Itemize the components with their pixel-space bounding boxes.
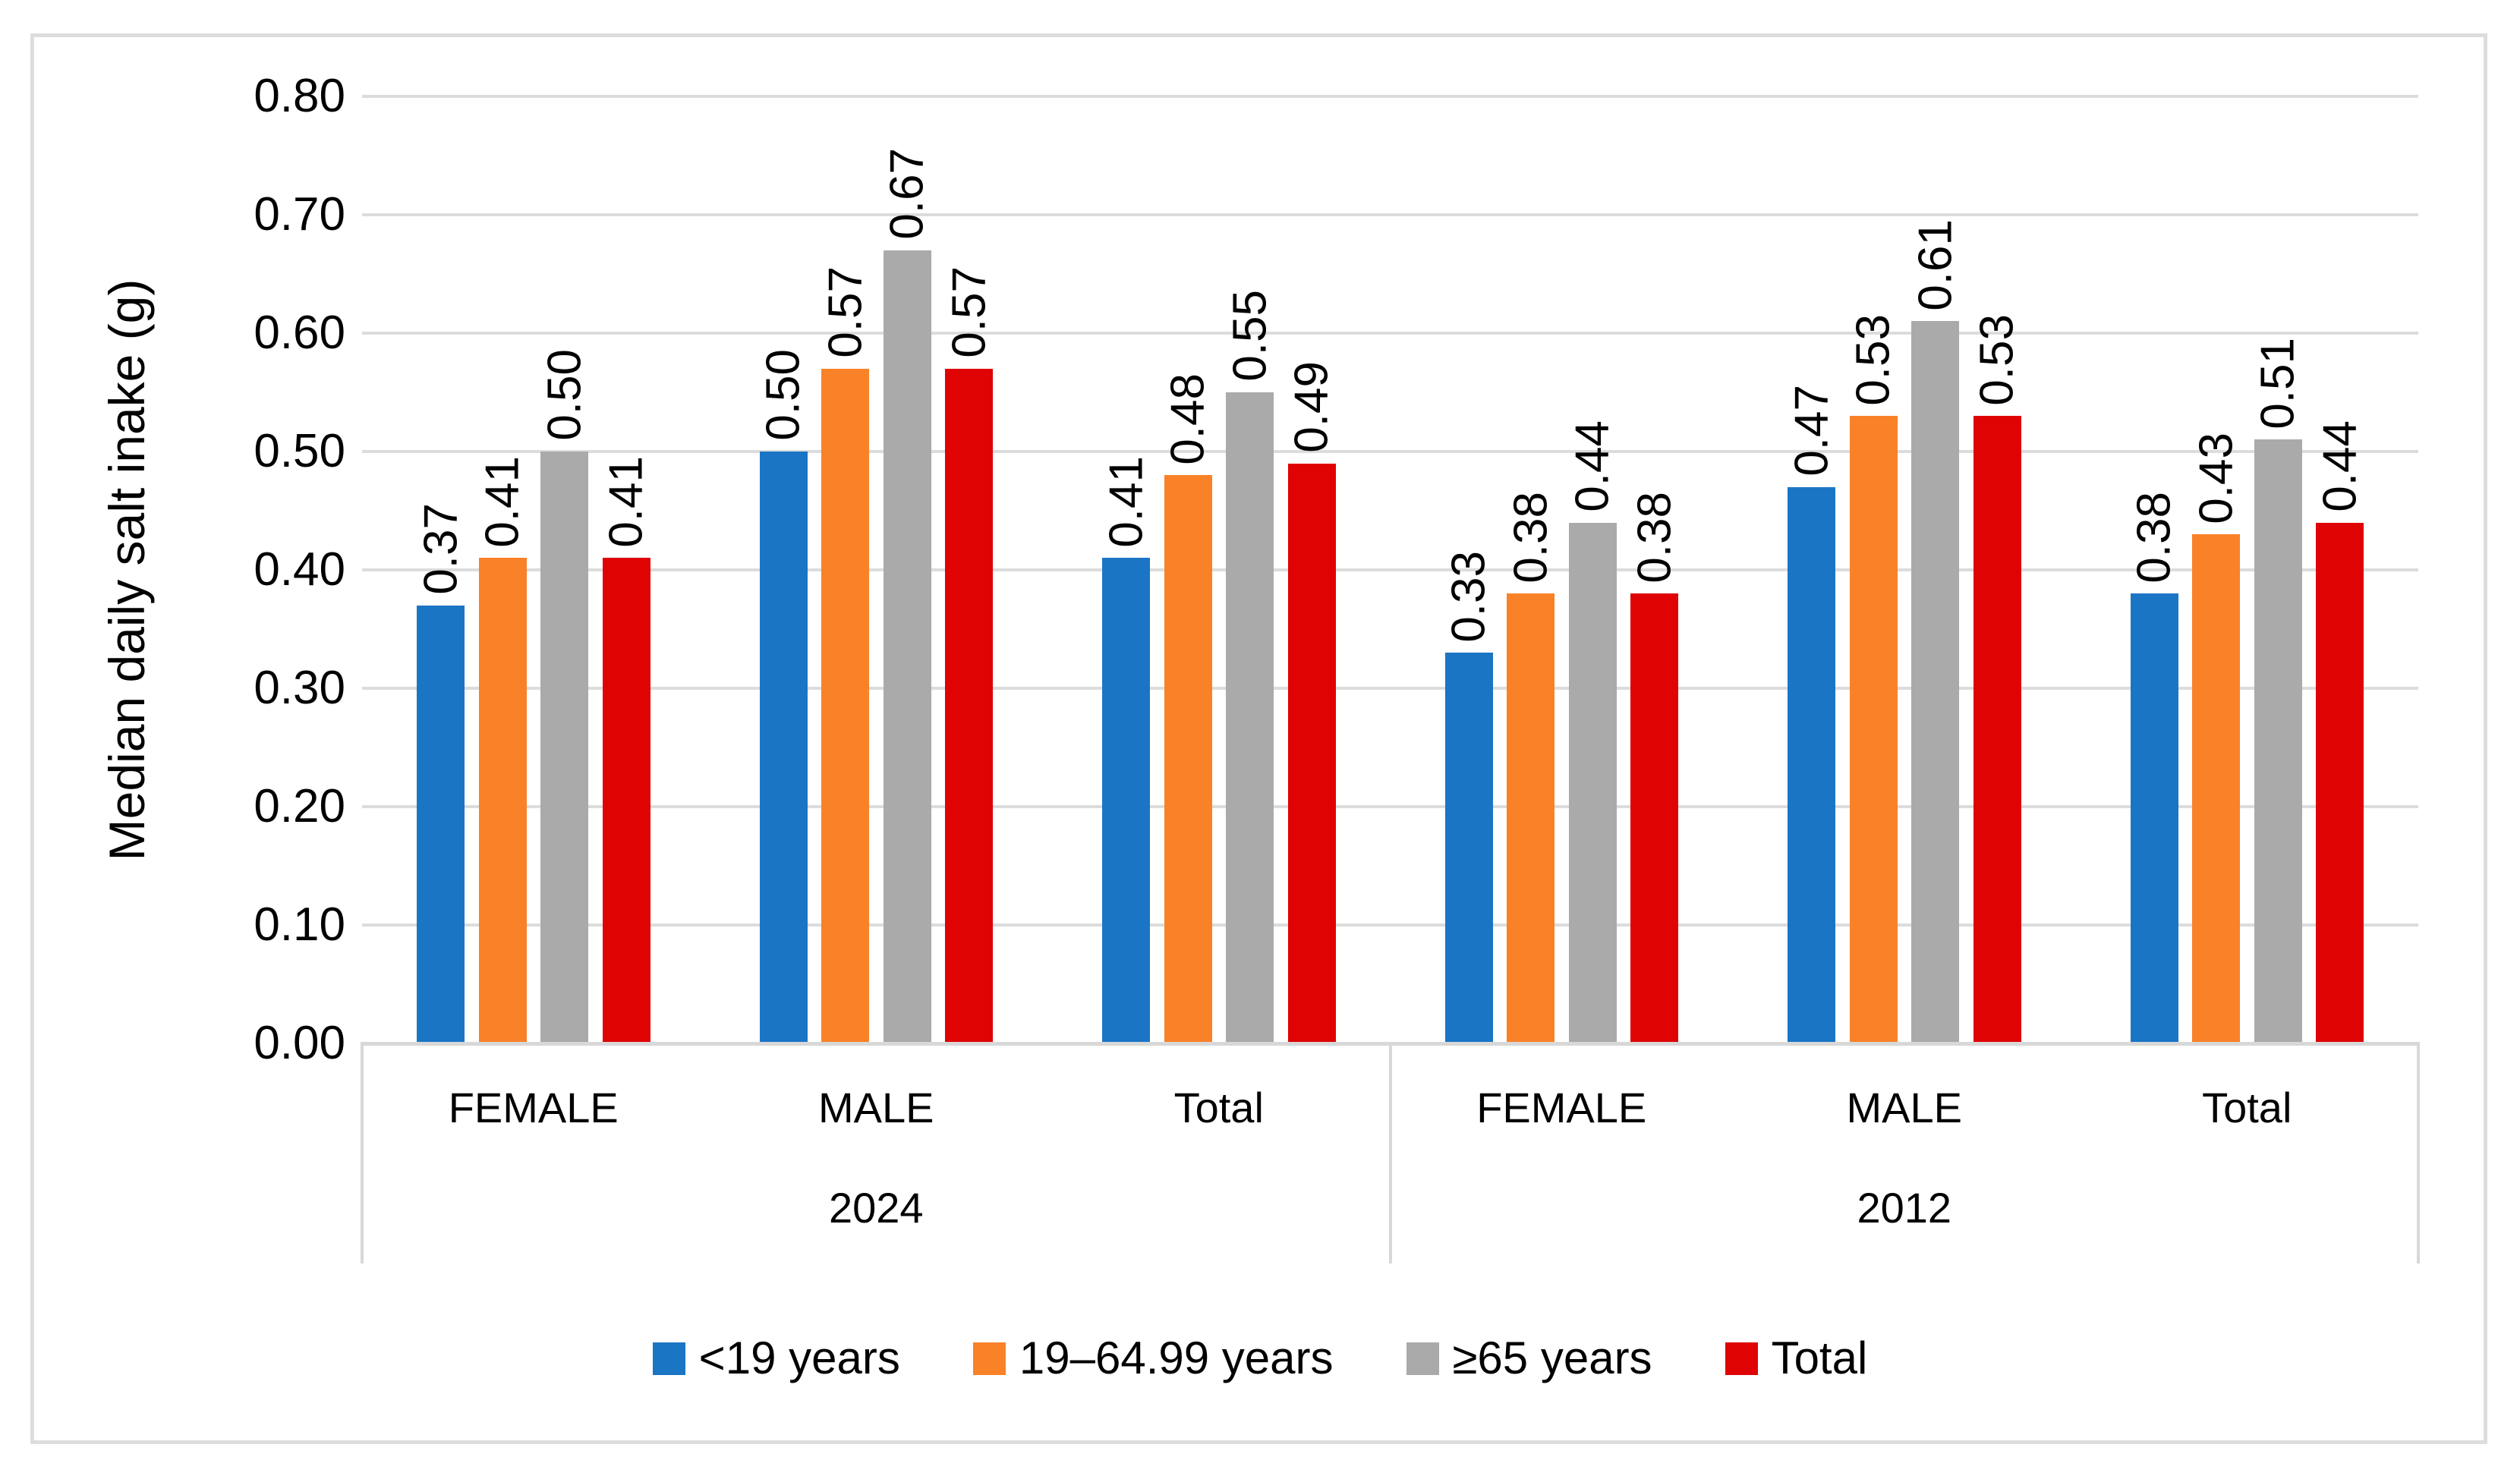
bar-value-label: 0.53 xyxy=(1970,313,2024,406)
category-label-female-2012: FEMALE xyxy=(1476,1084,1647,1131)
category-axis-separator-2 xyxy=(1388,1043,1392,1263)
chart-border xyxy=(30,33,2487,1444)
bar-value-label: 0.44 xyxy=(2314,420,2366,512)
year-label-2024: 2024 xyxy=(828,1184,924,1232)
bar-series1-group5 xyxy=(1788,486,1835,1043)
bar-series3-group6 xyxy=(2254,439,2302,1043)
bar-value-label: 0.47 xyxy=(1785,385,1838,477)
y-tick-label: 0.70 xyxy=(254,188,345,241)
bar-series1-group6 xyxy=(2130,593,2178,1043)
bar-series2-group4 xyxy=(1507,593,1555,1043)
category-label-total-2024: Total xyxy=(1173,1084,1264,1131)
bar-series2-group3 xyxy=(1164,475,1212,1043)
category-label-female-2024: FEMALE xyxy=(448,1084,619,1131)
year-label-2012: 2012 xyxy=(1857,1184,1952,1232)
bar-series4-group1 xyxy=(602,558,650,1043)
bar-series1-group3 xyxy=(1102,558,1150,1043)
gridline-0.10 xyxy=(362,924,2418,927)
bar-value-label: 0.33 xyxy=(1442,550,1495,643)
bar-value-label: 0.38 xyxy=(1504,491,1557,584)
bar-series2-group5 xyxy=(1849,416,1898,1043)
bar-series1-group1 xyxy=(417,605,465,1043)
bar-series4-group6 xyxy=(2316,522,2364,1043)
y-tick-label: 0.40 xyxy=(254,543,345,596)
bar-series1-group2 xyxy=(759,452,808,1043)
bar-value-label: 0.44 xyxy=(1566,420,1619,512)
bar-value-label: 0.49 xyxy=(1285,360,1338,453)
legend-swatch-icon xyxy=(1725,1342,1758,1375)
bar-series3-group2 xyxy=(883,250,931,1043)
legend-item: ≥65 years xyxy=(1406,1336,1652,1381)
gridline-0.30 xyxy=(362,687,2418,690)
y-tick-label: 0.60 xyxy=(254,307,345,359)
y-tick-label: 0.80 xyxy=(254,70,345,122)
category-label-male-2012: MALE xyxy=(1846,1084,1963,1131)
y-tick-label: 0.50 xyxy=(254,425,345,477)
legend-swatch-icon xyxy=(972,1342,1006,1375)
legend-swatch-icon xyxy=(652,1342,685,1375)
bar-series1-group4 xyxy=(1444,653,1493,1043)
y-tick-label: 0.30 xyxy=(254,662,345,714)
bar-series3-group1 xyxy=(540,452,588,1043)
legend-swatch-icon xyxy=(1406,1342,1439,1375)
legend: <19 years 19–64.99 years ≥65 years Total xyxy=(0,1319,2520,1398)
bar-series2-group2 xyxy=(821,368,869,1043)
y-tick-label: 0.00 xyxy=(254,1017,345,1069)
bar-value-label: 0.50 xyxy=(757,349,810,441)
gridline-0.80 xyxy=(362,95,2418,98)
category-label-total-2012: Total xyxy=(2202,1084,2292,1131)
bar-value-label: 0.41 xyxy=(476,455,529,548)
legend-item: 19–64.99 years xyxy=(972,1333,1334,1383)
bar-value-label: 0.61 xyxy=(1909,219,1961,311)
bar-value-label: 0.67 xyxy=(880,148,934,240)
bar-series3-group4 xyxy=(1568,522,1617,1043)
bar-value-label: 0.57 xyxy=(819,266,871,358)
category-axis-separator-3 xyxy=(2417,1043,2420,1263)
bar-series3-group5 xyxy=(1911,321,1959,1043)
bar-value-label: 0.41 xyxy=(1100,455,1152,548)
bar-value-label: 0.51 xyxy=(2251,337,2304,430)
legend-label: ≥65 years xyxy=(1452,1333,1652,1383)
bar-value-label: 0.57 xyxy=(943,266,995,358)
bar-series3-group3 xyxy=(1226,392,1274,1043)
bar-value-label: 0.38 xyxy=(1628,491,1681,584)
bar-value-label: 0.55 xyxy=(1224,290,1276,382)
bar-value-label: 0.41 xyxy=(600,455,653,548)
legend-item: <19 years xyxy=(652,1333,900,1383)
legend-label: 19–64.99 years xyxy=(1019,1333,1334,1383)
legend-label: Total xyxy=(1771,1333,1868,1383)
bar-value-label: 0.38 xyxy=(2128,491,2181,584)
legend-label: <19 years xyxy=(698,1333,900,1383)
legend-item: Total xyxy=(1725,1333,1868,1383)
gridline-0.40 xyxy=(362,568,2418,571)
bar-series4-group3 xyxy=(1287,463,1336,1043)
y-tick-label: 0.10 xyxy=(254,898,345,951)
gridline-0.20 xyxy=(362,805,2418,808)
bar-value-label: 0.53 xyxy=(1847,313,1900,406)
bar-series2-group6 xyxy=(2192,534,2240,1043)
gridline-0.50 xyxy=(362,450,2418,453)
y-tick-label: 0.20 xyxy=(254,780,345,832)
gridline-0.70 xyxy=(362,213,2418,216)
gridline-0.60 xyxy=(362,332,2418,335)
bar-series4-group5 xyxy=(1973,416,2021,1043)
bar-series4-group4 xyxy=(1630,593,1678,1043)
bar-series4-group2 xyxy=(945,368,993,1043)
bar-series2-group1 xyxy=(478,558,527,1043)
bar-value-label: 0.48 xyxy=(1161,373,1214,465)
category-axis-separator-1 xyxy=(361,1043,364,1263)
category-label-male-2024: MALE xyxy=(818,1084,934,1131)
bar-value-label: 0.43 xyxy=(2190,432,2242,524)
bar-value-label: 0.50 xyxy=(538,349,591,441)
bar-value-label: 0.37 xyxy=(414,503,467,595)
